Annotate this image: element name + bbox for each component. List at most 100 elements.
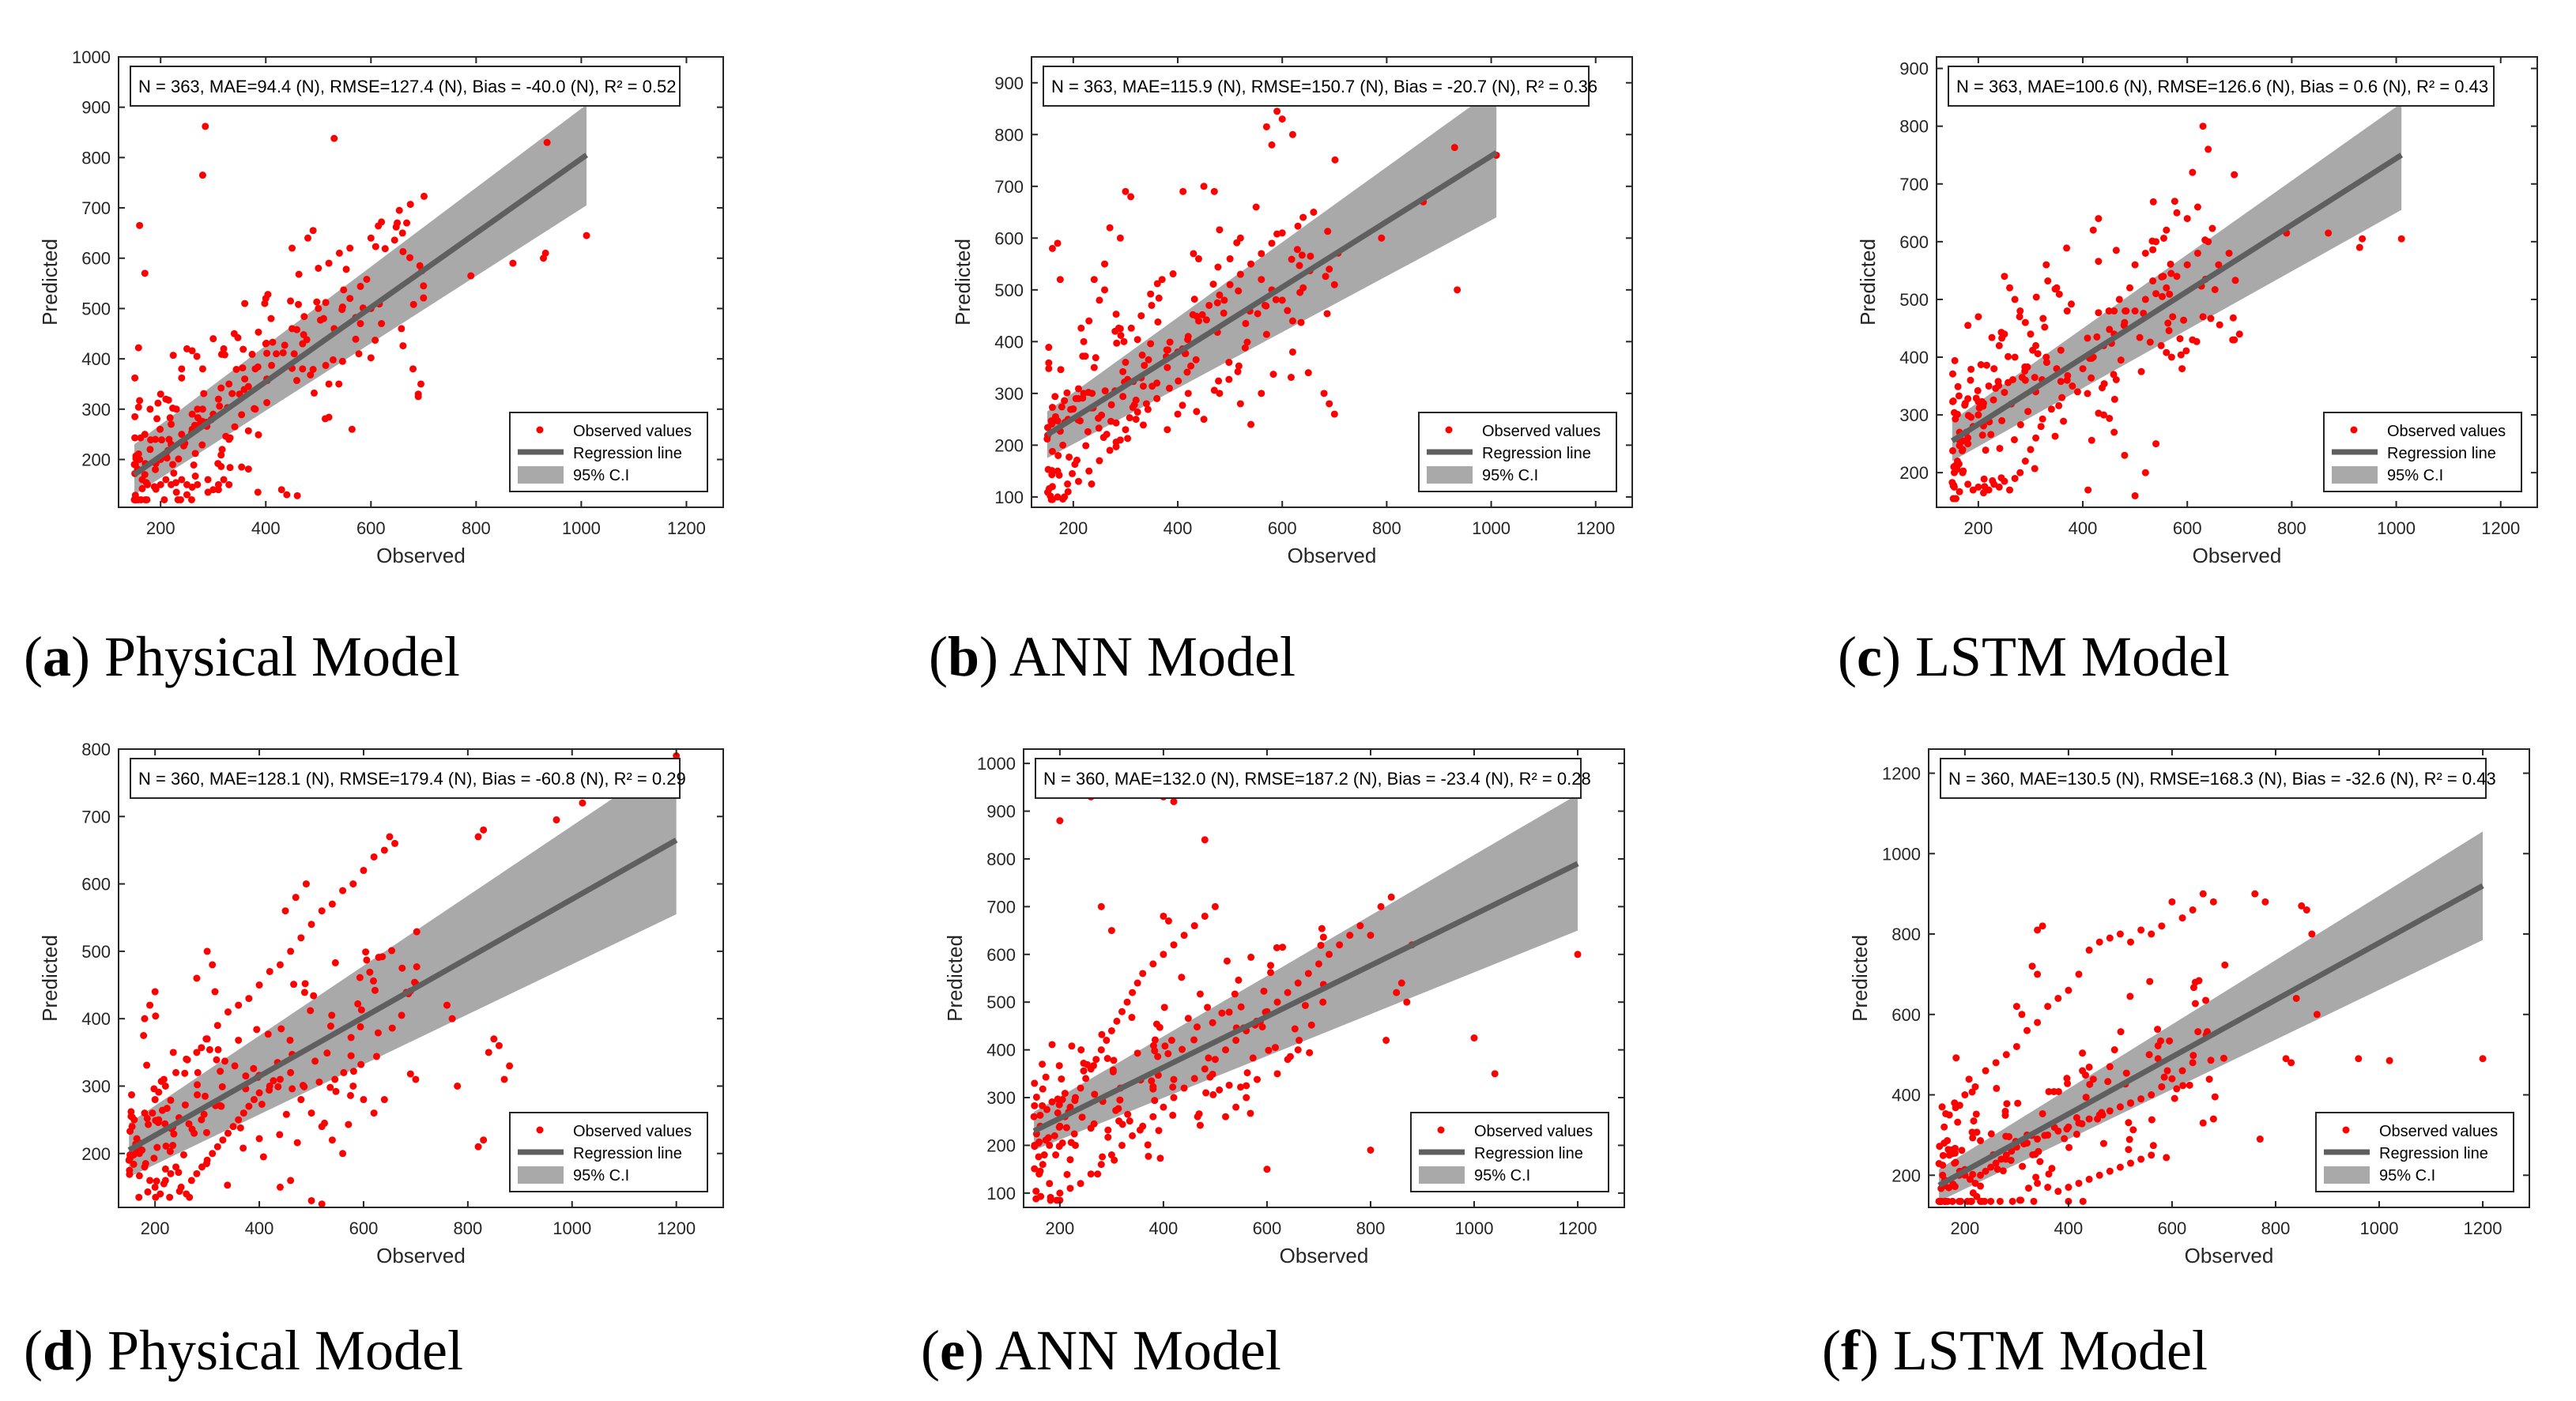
data-point: [2030, 1197, 2038, 1205]
data-point: [2027, 446, 2035, 454]
data-point: [2008, 1197, 2016, 1205]
data-point: [1201, 1065, 1209, 1073]
data-point: [328, 900, 336, 908]
data-point: [1971, 1083, 1979, 1090]
data-point: [2064, 371, 2072, 379]
data-point: [1287, 374, 1295, 382]
data-point: [2002, 1132, 2010, 1140]
x-tick-label: 1000: [1455, 1218, 1494, 1238]
data-point: [1116, 1096, 1124, 1104]
data-point: [1097, 1046, 1105, 1054]
data-point: [1154, 318, 1162, 326]
data-point: [1247, 953, 1255, 961]
data-point: [1271, 1044, 1279, 1052]
data-point: [372, 337, 379, 345]
data-point: [160, 495, 168, 503]
data-point: [1336, 941, 1344, 949]
y-tick-label: 100: [986, 1184, 1016, 1203]
y-tick-label: 500: [1899, 290, 1929, 310]
data-point: [1123, 998, 1131, 1006]
data-point: [1120, 337, 1128, 345]
data-point: [2014, 1099, 2022, 1107]
data-point: [239, 1109, 247, 1117]
data-point: [1304, 970, 1312, 977]
data-point: [370, 853, 378, 861]
data-point: [2193, 337, 2201, 345]
data-point: [202, 1128, 210, 1136]
data-point: [1243, 1069, 1251, 1077]
data-point: [1981, 1197, 1989, 1205]
data-point: [1062, 1124, 1070, 1132]
data-point: [2209, 898, 2217, 906]
data-point: [1974, 411, 1982, 419]
data-point: [292, 894, 300, 902]
data-point: [2355, 243, 2363, 251]
data-point: [1059, 441, 1067, 449]
data-point: [300, 1083, 308, 1090]
data-point: [2178, 365, 2186, 373]
data-point: [388, 947, 396, 955]
data-point: [553, 816, 560, 824]
data-point: [1225, 1081, 1233, 1089]
data-point: [413, 928, 421, 936]
x-tick-label: 200: [141, 1218, 170, 1238]
data-point: [240, 386, 248, 394]
data-point: [325, 259, 333, 267]
data-point: [2313, 1011, 2321, 1019]
regression-line: [1032, 861, 1579, 1134]
x-tick-label: 200: [146, 518, 175, 538]
data-point: [2189, 906, 2197, 914]
data-point: [1116, 234, 1124, 242]
data-point: [1097, 902, 1105, 910]
data-point: [1977, 1182, 1985, 1190]
data-point: [301, 980, 309, 988]
x-tick-label: 600: [2173, 518, 2202, 538]
data-point: [1202, 316, 1210, 324]
data-point: [1574, 951, 1582, 958]
data-point: [2084, 486, 2092, 494]
data-point: [134, 344, 142, 352]
data-point: [1190, 1075, 1198, 1083]
data-point: [188, 347, 196, 355]
data-point: [2042, 261, 2050, 269]
data-point: [1046, 1180, 1054, 1188]
data-point: [128, 1123, 136, 1131]
data-point: [1104, 1133, 1112, 1141]
data-point: [1106, 446, 1114, 454]
data-point: [185, 1120, 193, 1128]
data-point: [1201, 836, 1209, 844]
stats-box: [1940, 758, 2487, 799]
y-tick-label: 500: [994, 281, 1024, 300]
data-point: [2127, 1099, 2135, 1107]
data-point: [1190, 1036, 1198, 1044]
data-point: [203, 947, 211, 955]
x-tick-label: 200: [1046, 1218, 1075, 1238]
data-point: [2106, 326, 2114, 333]
data-point: [1112, 311, 1120, 318]
data-point: [1278, 296, 1286, 304]
data-point: [367, 354, 375, 362]
data-point: [356, 320, 364, 328]
data-point: [1209, 1090, 1217, 1098]
data-point: [1982, 446, 1990, 454]
data-point: [194, 405, 202, 413]
data-point: [214, 1045, 222, 1053]
data-point: [2063, 1125, 2071, 1133]
data-point: [2105, 307, 2113, 315]
data-point: [390, 236, 398, 244]
data-point: [1454, 286, 1461, 294]
data-point: [1147, 290, 1155, 298]
data-point: [1273, 998, 1281, 1006]
data-point: [2001, 389, 2008, 397]
data-point: [1061, 397, 1069, 405]
data-point: [1032, 1187, 1040, 1195]
data-point: [2054, 994, 2062, 1002]
data-point: [307, 1109, 315, 1117]
y-tick-label: 500: [81, 942, 111, 962]
data-point: [2154, 1055, 2162, 1063]
data-point: [209, 486, 217, 494]
data-point: [1324, 228, 1332, 235]
data-point: [1241, 344, 1249, 352]
data-point: [1286, 1053, 1294, 1060]
data-point: [1288, 348, 1296, 356]
